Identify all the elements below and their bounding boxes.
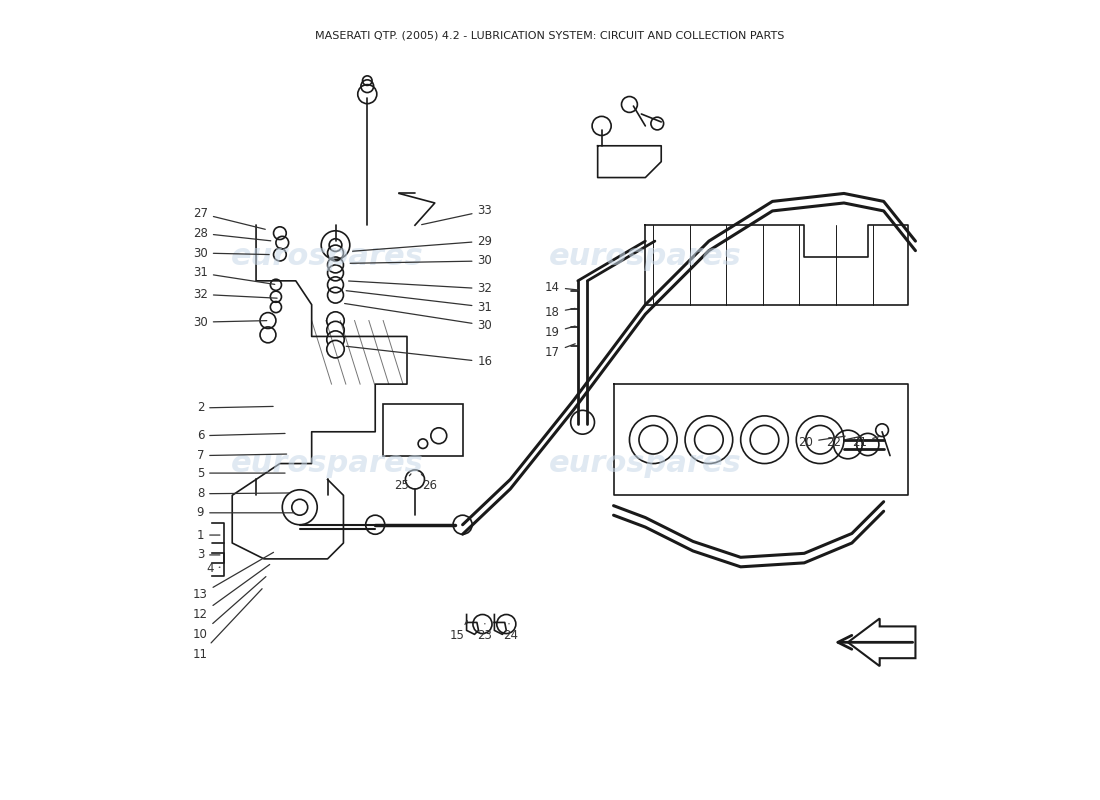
Text: 7: 7: [197, 449, 287, 462]
Bar: [383, 404, 463, 456]
Text: MASERATI QTP. (2005) 4.2 - LUBRICATION SYSTEM: CIRCUIT AND COLLECTION PARTS: MASERATI QTP. (2005) 4.2 - LUBRICATION S…: [316, 30, 784, 41]
Text: 6: 6: [197, 430, 285, 442]
Text: 26: 26: [421, 474, 437, 491]
Circle shape: [327, 312, 344, 330]
Text: 2: 2: [197, 402, 273, 414]
Text: 21: 21: [852, 436, 879, 449]
Circle shape: [327, 341, 344, 358]
Text: 30: 30: [194, 316, 267, 329]
Text: 12: 12: [192, 565, 270, 621]
Text: 5: 5: [197, 466, 285, 479]
Text: eurospares: eurospares: [549, 449, 741, 478]
Text: 29: 29: [353, 234, 493, 251]
Text: 25: 25: [394, 474, 411, 491]
Text: 32: 32: [349, 281, 493, 295]
Text: 24: 24: [503, 624, 518, 642]
Text: 33: 33: [421, 205, 492, 225]
Text: eurospares: eurospares: [231, 242, 424, 271]
Text: 15: 15: [450, 621, 468, 642]
Text: 13: 13: [192, 552, 274, 601]
Text: 30: 30: [344, 303, 492, 332]
Text: eurospares: eurospares: [549, 242, 741, 271]
Text: 19: 19: [544, 326, 575, 339]
Text: eurospares: eurospares: [231, 449, 424, 478]
Text: 30: 30: [194, 246, 270, 259]
Text: 14: 14: [544, 281, 579, 294]
Text: 17: 17: [544, 344, 575, 359]
FancyArrow shape: [848, 618, 915, 666]
Circle shape: [327, 322, 344, 339]
Text: 18: 18: [544, 306, 575, 319]
Text: 31: 31: [346, 290, 493, 314]
Text: 23: 23: [477, 624, 493, 642]
Text: 9: 9: [197, 506, 295, 519]
Text: 11: 11: [192, 589, 262, 661]
Text: 4: 4: [206, 562, 220, 575]
Text: 16: 16: [346, 346, 493, 368]
Text: 32: 32: [192, 288, 277, 301]
Text: 20: 20: [799, 436, 845, 449]
Text: 22: 22: [826, 436, 861, 449]
Text: 1: 1: [197, 529, 220, 542]
Text: 8: 8: [197, 487, 289, 500]
Text: 10: 10: [192, 577, 266, 641]
Text: 28: 28: [192, 226, 271, 241]
Text: 31: 31: [192, 266, 275, 284]
Text: 30: 30: [350, 254, 492, 267]
Text: 3: 3: [197, 549, 220, 562]
Text: 27: 27: [192, 207, 265, 230]
Circle shape: [327, 331, 344, 348]
